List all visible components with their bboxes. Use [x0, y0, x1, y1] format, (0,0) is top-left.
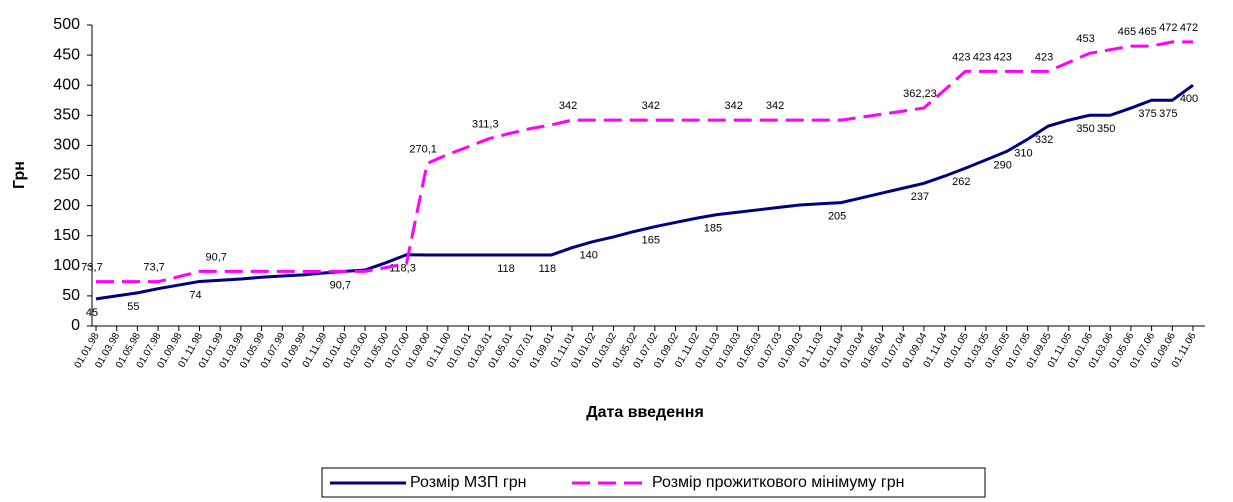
- data-label: 472: [1159, 22, 1177, 34]
- series-line: [95, 83, 1194, 301]
- data-label: 55: [127, 301, 139, 313]
- legend-box: [321, 467, 986, 498]
- y-tick-label: 200: [53, 197, 80, 214]
- data-label: 453: [1076, 33, 1094, 45]
- data-label: 375: [1159, 108, 1177, 120]
- data-label: 472: [1180, 22, 1198, 34]
- y-tick-label: 500: [53, 16, 80, 33]
- data-label: 310: [1014, 147, 1032, 159]
- data-label: 465: [1138, 26, 1156, 38]
- data-label: 423: [952, 51, 970, 63]
- data-label: 90,7: [205, 251, 226, 263]
- data-label: 118: [497, 263, 515, 275]
- data-label: 375: [1138, 108, 1156, 120]
- data-label: 73,7: [143, 262, 164, 274]
- x-axis-title: Дата введення: [586, 404, 704, 421]
- data-label: 140: [580, 250, 598, 262]
- data-label: 423: [973, 51, 991, 63]
- y-tick-label: 300: [53, 137, 80, 154]
- data-label: 118: [539, 263, 557, 275]
- data-label: 350: [1097, 123, 1115, 135]
- data-label: 74: [189, 289, 201, 301]
- data-label: 342: [766, 100, 784, 112]
- data-label: 90,7: [330, 279, 351, 291]
- legend-label: Розмір прожиткового мінімуму грн: [652, 474, 904, 491]
- y-tick-label: 250: [53, 167, 80, 184]
- data-label: 45: [86, 307, 98, 319]
- legend-label: Розмір МЗП грн: [410, 474, 526, 491]
- data-label: 362,23: [903, 88, 937, 100]
- data-label: 465: [1118, 26, 1136, 38]
- data-label: 311,3: [472, 119, 499, 131]
- data-label: 290: [994, 159, 1012, 171]
- y-tick-label: 150: [53, 227, 80, 244]
- data-label: 350: [1076, 123, 1094, 135]
- data-label: 342: [642, 100, 660, 112]
- data-label: 165: [642, 235, 660, 247]
- data-label: 73,7: [81, 262, 102, 274]
- data-label: 342: [724, 100, 742, 112]
- y-axis-title: Грн: [11, 161, 28, 189]
- series-line: [96, 40, 1193, 284]
- data-label: 262: [952, 176, 970, 188]
- data-label: 270,1: [409, 143, 437, 155]
- data-label: 423: [994, 51, 1012, 63]
- data-label: 423: [1035, 51, 1053, 63]
- data-label: 332: [1035, 134, 1053, 146]
- data-label: 118,3: [389, 263, 416, 275]
- y-tick-label: 400: [53, 76, 80, 93]
- y-tick-label: 50: [62, 287, 80, 304]
- y-tick-label: 350: [53, 107, 80, 124]
- y-tick-label: 100: [53, 257, 80, 274]
- y-tick-label: 0: [71, 317, 80, 334]
- data-label: 342: [559, 100, 577, 112]
- data-label: 237: [911, 191, 929, 203]
- data-label: 205: [828, 210, 846, 222]
- data-label: 185: [704, 223, 722, 235]
- y-tick-label: 450: [53, 46, 80, 63]
- data-label: 400: [1180, 93, 1198, 105]
